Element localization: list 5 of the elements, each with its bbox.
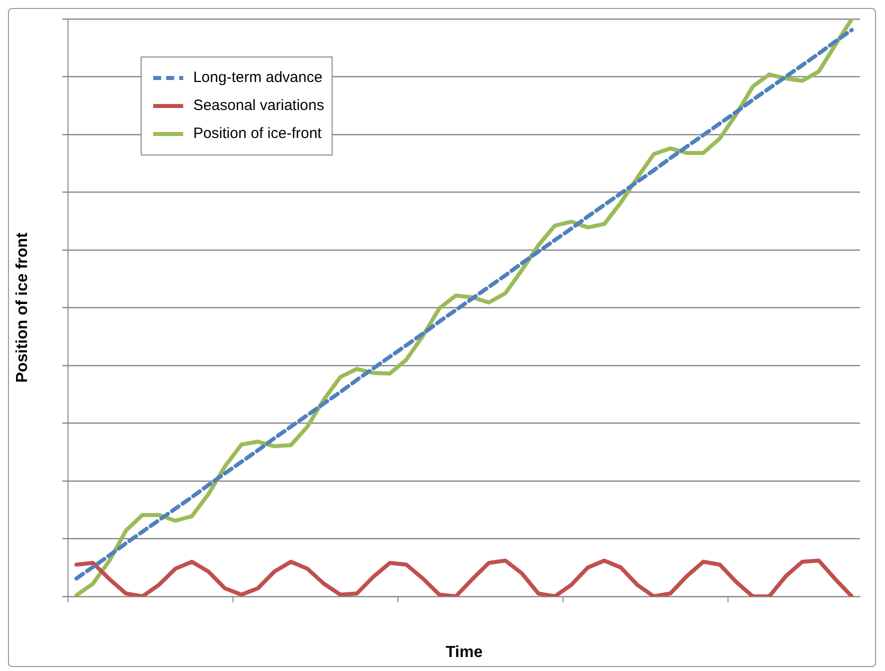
legend-label: Seasonal variations <box>193 97 324 114</box>
legend-label: Long-term advance <box>193 69 322 86</box>
y-axis-title: Position of ice front <box>14 232 32 383</box>
x-axis-title: Time <box>446 644 483 661</box>
legend-label: Position of ice-front <box>193 125 322 142</box>
